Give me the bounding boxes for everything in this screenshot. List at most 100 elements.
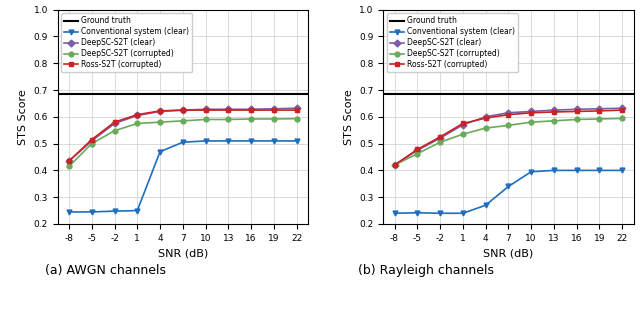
DeepSC-S2T (corrupted) (596, 117, 604, 121)
DeepSC-S2T (corrupted) (550, 119, 557, 123)
Ross-S2T (corrupted) (527, 111, 535, 115)
Y-axis label: STS Score: STS Score (18, 89, 28, 145)
Conventional system (clear) (156, 150, 164, 154)
DeepSC-S2T (corrupted) (65, 164, 73, 168)
Text: (a) AWGN channels: (a) AWGN channels (45, 264, 166, 277)
DeepSC-S2T (clear) (65, 159, 73, 163)
DeepSC-S2T (clear) (179, 108, 187, 112)
Line: DeepSC-S2T (corrupted): DeepSC-S2T (corrupted) (392, 116, 625, 167)
Conventional system (clear) (88, 210, 95, 214)
DeepSC-S2T (corrupted) (247, 117, 255, 121)
Conventional system (clear) (179, 140, 187, 144)
Ross-S2T (corrupted) (270, 108, 278, 112)
DeepSC-S2T (corrupted) (459, 132, 467, 136)
DeepSC-S2T (clear) (550, 108, 557, 112)
Line: Conventional system (clear): Conventional system (clear) (67, 139, 299, 214)
Conventional system (clear) (596, 168, 604, 172)
Ross-S2T (corrupted) (573, 109, 580, 113)
Conventional system (clear) (225, 139, 232, 143)
Ross-S2T (corrupted) (459, 122, 467, 125)
Line: DeepSC-S2T (clear): DeepSC-S2T (clear) (392, 106, 625, 167)
DeepSC-S2T (clear) (225, 108, 232, 111)
Conventional system (clear) (65, 210, 73, 214)
DeepSC-S2T (corrupted) (527, 120, 535, 124)
DeepSC-S2T (clear) (202, 108, 209, 111)
DeepSC-S2T (clear) (156, 109, 164, 113)
Ross-S2T (corrupted) (88, 138, 95, 141)
DeepSC-S2T (clear) (527, 109, 535, 113)
DeepSC-S2T (corrupted) (111, 129, 118, 133)
Line: Conventional system (clear): Conventional system (clear) (392, 168, 625, 216)
DeepSC-S2T (clear) (270, 107, 278, 111)
Conventional system (clear) (111, 209, 118, 213)
Legend: Ground truth, Conventional system (clear), DeepSC-S2T (clear), DeepSC-S2T (corru: Ground truth, Conventional system (clear… (387, 13, 518, 72)
DeepSC-S2T (corrupted) (293, 117, 301, 121)
Line: DeepSC-S2T (corrupted): DeepSC-S2T (corrupted) (67, 116, 299, 169)
Ross-S2T (corrupted) (156, 109, 164, 113)
Conventional system (clear) (482, 203, 490, 207)
Ross-S2T (corrupted) (504, 113, 512, 116)
Conventional system (clear) (527, 170, 535, 174)
DeepSC-S2T (corrupted) (413, 152, 421, 156)
Ross-S2T (corrupted) (65, 159, 73, 163)
DeepSC-S2T (corrupted) (436, 140, 444, 144)
Line: Ross-S2T (corrupted): Ross-S2T (corrupted) (392, 108, 625, 167)
Ross-S2T (corrupted) (390, 163, 398, 167)
DeepSC-S2T (clear) (293, 106, 301, 110)
Ross-S2T (corrupted) (436, 135, 444, 139)
Line: Ross-S2T (corrupted): Ross-S2T (corrupted) (67, 108, 299, 164)
DeepSC-S2T (clear) (459, 123, 467, 127)
DeepSC-S2T (corrupted) (482, 126, 490, 130)
Ross-S2T (corrupted) (596, 109, 604, 113)
Conventional system (clear) (504, 185, 512, 188)
DeepSC-S2T (clear) (134, 114, 141, 117)
Ground truth (126, 92, 134, 96)
DeepSC-S2T (corrupted) (202, 117, 209, 121)
Conventional system (clear) (134, 209, 141, 212)
Ross-S2T (corrupted) (134, 113, 141, 116)
DeepSC-S2T (corrupted) (573, 117, 580, 121)
Conventional system (clear) (202, 139, 209, 143)
Conventional system (clear) (270, 139, 278, 143)
Line: DeepSC-S2T (clear): DeepSC-S2T (clear) (67, 106, 299, 164)
DeepSC-S2T (clear) (504, 111, 512, 115)
X-axis label: SNR (dB): SNR (dB) (157, 248, 208, 258)
DeepSC-S2T (corrupted) (156, 120, 164, 124)
Ground truth (134, 92, 141, 96)
Ross-S2T (corrupted) (550, 110, 557, 114)
Ground truth (451, 92, 459, 96)
DeepSC-S2T (corrupted) (88, 142, 95, 146)
Conventional system (clear) (573, 168, 580, 172)
Ground truth (459, 92, 467, 96)
DeepSC-S2T (corrupted) (270, 117, 278, 121)
DeepSC-S2T (corrupted) (134, 122, 141, 125)
Ross-S2T (corrupted) (225, 108, 232, 112)
Conventional system (clear) (436, 211, 444, 215)
Text: (b) Rayleigh channels: (b) Rayleigh channels (358, 264, 493, 277)
Ross-S2T (corrupted) (111, 120, 118, 124)
DeepSC-S2T (clear) (596, 107, 604, 111)
DeepSC-S2T (clear) (482, 115, 490, 119)
DeepSC-S2T (clear) (390, 163, 398, 167)
Conventional system (clear) (550, 168, 557, 172)
Ross-S2T (corrupted) (202, 108, 209, 112)
DeepSC-S2T (clear) (618, 106, 626, 110)
Legend: Ground truth, Conventional system (clear), DeepSC-S2T (clear), DeepSC-S2T (corru: Ground truth, Conventional system (clear… (61, 13, 193, 72)
Y-axis label: STS Score: STS Score (344, 89, 353, 145)
Ross-S2T (corrupted) (618, 108, 626, 112)
Ross-S2T (corrupted) (482, 116, 490, 120)
Conventional system (clear) (390, 211, 398, 215)
DeepSC-S2T (clear) (413, 148, 421, 152)
Conventional system (clear) (459, 211, 467, 215)
Conventional system (clear) (247, 139, 255, 143)
DeepSC-S2T (clear) (111, 122, 118, 125)
X-axis label: SNR (dB): SNR (dB) (483, 248, 534, 258)
DeepSC-S2T (corrupted) (179, 119, 187, 123)
Ross-S2T (corrupted) (179, 108, 187, 112)
DeepSC-S2T (clear) (247, 108, 255, 111)
Ross-S2T (corrupted) (247, 108, 255, 112)
Conventional system (clear) (413, 211, 421, 215)
DeepSC-S2T (corrupted) (504, 124, 512, 127)
DeepSC-S2T (corrupted) (225, 117, 232, 121)
DeepSC-S2T (clear) (88, 139, 95, 143)
